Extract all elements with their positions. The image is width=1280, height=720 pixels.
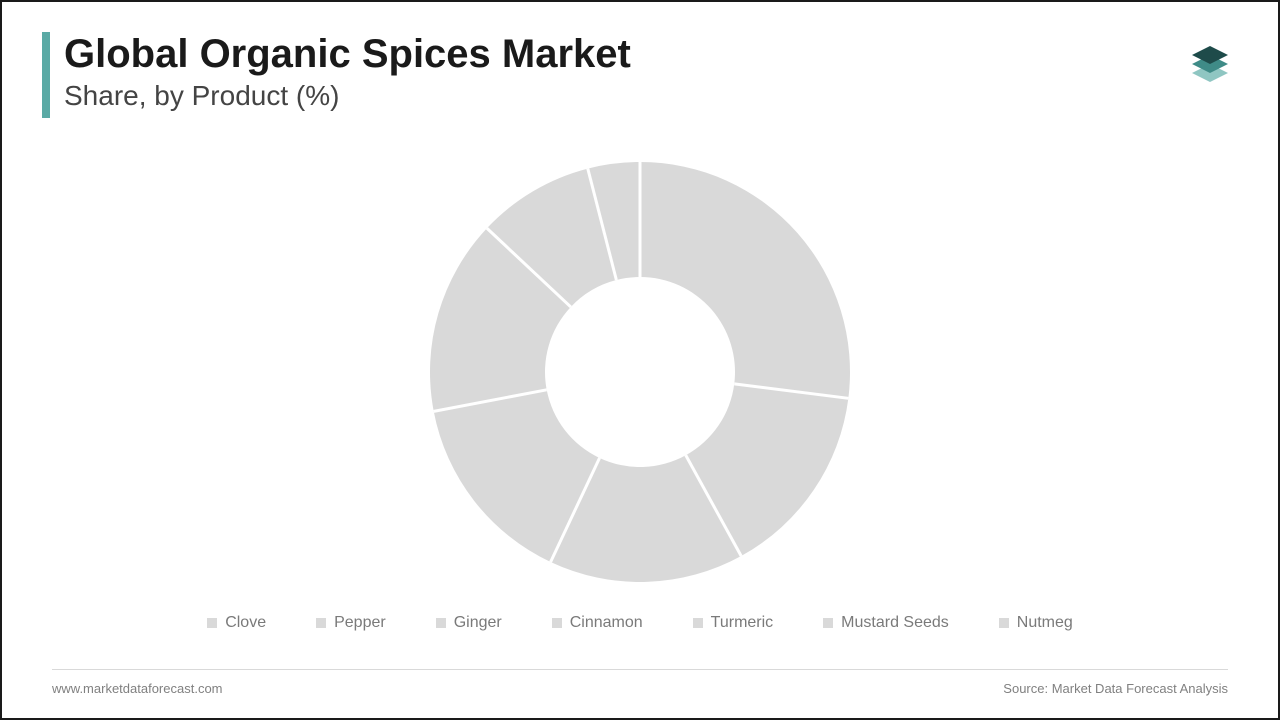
legend-swatch-icon xyxy=(823,618,833,628)
legend-item: Pepper xyxy=(316,614,386,632)
donut-svg xyxy=(420,152,860,592)
titles: Global Organic Spices Market Share, by P… xyxy=(64,32,631,112)
legend-swatch-icon xyxy=(552,618,562,628)
legend-label: Nutmeg xyxy=(1017,614,1073,632)
donut-slice xyxy=(640,162,850,398)
page-subtitle: Share, by Product (%) xyxy=(64,80,631,112)
legend-item: Mustard Seeds xyxy=(823,614,949,632)
legend-label: Cinnamon xyxy=(570,614,643,632)
legend-swatch-icon xyxy=(693,618,703,628)
legend-item: Clove xyxy=(207,614,266,632)
legend-item: Ginger xyxy=(436,614,502,632)
brand-logo-icon xyxy=(1182,36,1238,97)
chart-legend: Clove Pepper Ginger Cinnamon Turmeric Mustard… xyxy=(2,614,1278,632)
legend-item: Turmeric xyxy=(693,614,774,632)
header: Global Organic Spices Market Share, by P… xyxy=(42,32,1238,118)
accent-bar xyxy=(42,32,50,118)
legend-label: Mustard Seeds xyxy=(841,614,949,632)
legend-swatch-icon xyxy=(316,618,326,628)
page-title: Global Organic Spices Market xyxy=(64,32,631,76)
legend-label: Pepper xyxy=(334,614,386,632)
donut-chart xyxy=(2,152,1278,592)
legend-swatch-icon xyxy=(436,618,446,628)
legend-item: Cinnamon xyxy=(552,614,643,632)
legend-swatch-icon xyxy=(207,618,217,628)
legend-item: Nutmeg xyxy=(999,614,1073,632)
title-block: Global Organic Spices Market Share, by P… xyxy=(42,32,631,118)
report-frame: Global Organic Spices Market Share, by P… xyxy=(0,0,1280,720)
footer: www.marketdataforecast.com Source: Marke… xyxy=(52,681,1228,696)
footer-source: Source: Market Data Forecast Analysis xyxy=(1003,681,1228,696)
legend-label: Clove xyxy=(225,614,266,632)
legend-label: Ginger xyxy=(454,614,502,632)
legend-swatch-icon xyxy=(999,618,1009,628)
footer-website: www.marketdataforecast.com xyxy=(52,681,223,696)
legend-label: Turmeric xyxy=(711,614,774,632)
footer-rule xyxy=(52,669,1228,670)
